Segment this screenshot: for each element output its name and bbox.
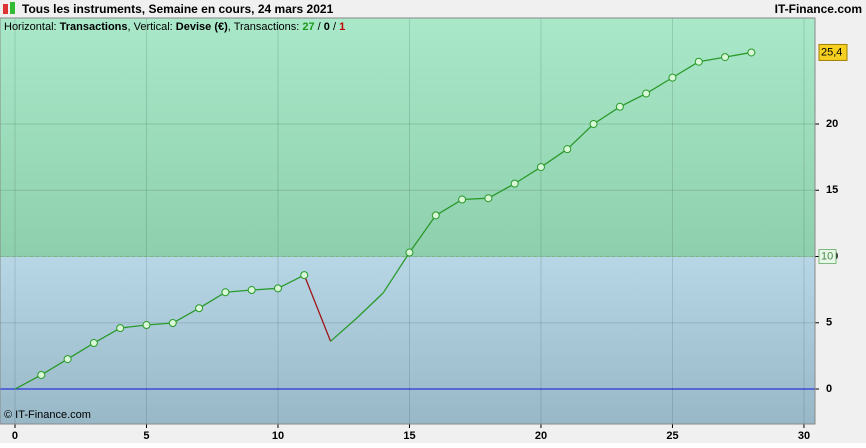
- icon: [3, 4, 8, 14]
- info-part: 0: [324, 21, 330, 33]
- brand: IT-Finance.com: [775, 2, 862, 16]
- line-segment: [330, 317, 358, 342]
- icon: [10, 2, 15, 14]
- x-tick-label: 30: [798, 430, 810, 442]
- line-segment: [67, 342, 95, 360]
- point: [37, 370, 46, 379]
- point: [694, 57, 703, 66]
- point: [747, 48, 756, 57]
- info-part: Horizontal:: [4, 21, 60, 33]
- line-segment: [93, 327, 121, 344]
- point: [642, 89, 651, 98]
- line-segment: [251, 287, 279, 291]
- point: [116, 324, 125, 333]
- point: [484, 194, 493, 203]
- line-segment: [488, 183, 515, 199]
- point: [458, 195, 467, 204]
- x-tick-label: 20: [535, 430, 547, 442]
- point: [721, 53, 730, 62]
- point: [89, 339, 98, 348]
- point: [195, 304, 204, 313]
- footer: © IT-Finance.com: [4, 409, 91, 421]
- point: [510, 179, 519, 188]
- line-segment: [593, 106, 621, 125]
- point: [405, 248, 414, 257]
- line-segment: [146, 322, 173, 326]
- x-tick-label: 10: [272, 430, 284, 442]
- line-segment: [619, 92, 647, 108]
- line-segment: [356, 292, 384, 319]
- info-part: Devise (€): [176, 21, 228, 33]
- line-segment: [277, 274, 305, 289]
- point: [221, 288, 230, 297]
- point: [431, 211, 440, 220]
- point: [300, 271, 309, 280]
- frame: [0, 17, 816, 425]
- line-segment: [14, 374, 42, 390]
- point: [63, 355, 72, 364]
- line-segment: [540, 148, 568, 168]
- line-segment: [566, 123, 595, 150]
- line-segment: [724, 51, 752, 58]
- point: [589, 120, 598, 129]
- x-tick-label: 25: [666, 430, 678, 442]
- y-tick-label: 5: [826, 317, 832, 329]
- threshold-label: 10: [821, 250, 833, 262]
- x-tick-label: 15: [403, 430, 415, 442]
- point: [563, 145, 572, 154]
- info-part: /: [315, 21, 324, 33]
- line-segment: [303, 274, 332, 342]
- plot-area-above: [0, 18, 815, 257]
- y-tick-label: 0: [826, 383, 832, 395]
- x-axis-area: [0, 424, 866, 443]
- line-segment: [225, 289, 252, 293]
- y-tick-label: 20: [826, 118, 838, 130]
- line-segment: [645, 77, 673, 95]
- line-segment: [462, 197, 489, 201]
- line-segment: [435, 198, 463, 216]
- info-part: /: [330, 21, 339, 33]
- line-segment: [172, 307, 200, 324]
- point: [142, 321, 151, 330]
- info-part: Transactions: [60, 21, 128, 33]
- last-value-box: [818, 43, 848, 61]
- point: [273, 284, 282, 293]
- line-segment: [408, 215, 437, 253]
- point: [168, 319, 177, 328]
- info-part: 1: [339, 21, 345, 33]
- line-segment: [40, 358, 68, 376]
- plot-area-below: [0, 256, 815, 424]
- x-tick-label: 0: [12, 430, 18, 442]
- line-segment: [698, 56, 726, 63]
- x-tick-label: 5: [143, 430, 149, 442]
- y-tick-label: 15: [826, 184, 838, 196]
- line-segment: [672, 61, 700, 79]
- line-segment: [198, 291, 226, 309]
- line-segment: [120, 324, 147, 329]
- info-part: 27: [302, 21, 314, 33]
- info-line: Horizontal: Transactions, Vertical: Devi…: [4, 21, 345, 33]
- line-segment: [514, 166, 542, 185]
- threshold-label-box: [818, 249, 837, 265]
- title: Tous les instruments, Semaine en cours, …: [22, 2, 334, 16]
- last-value-label: 25,4: [821, 46, 842, 58]
- point: [536, 163, 545, 172]
- point: [668, 73, 677, 82]
- line-segment: [382, 252, 411, 294]
- info-part: , Vertical:: [128, 21, 176, 33]
- point: [615, 102, 624, 111]
- point: [247, 286, 256, 295]
- info-part: , Transactions:: [228, 21, 303, 33]
